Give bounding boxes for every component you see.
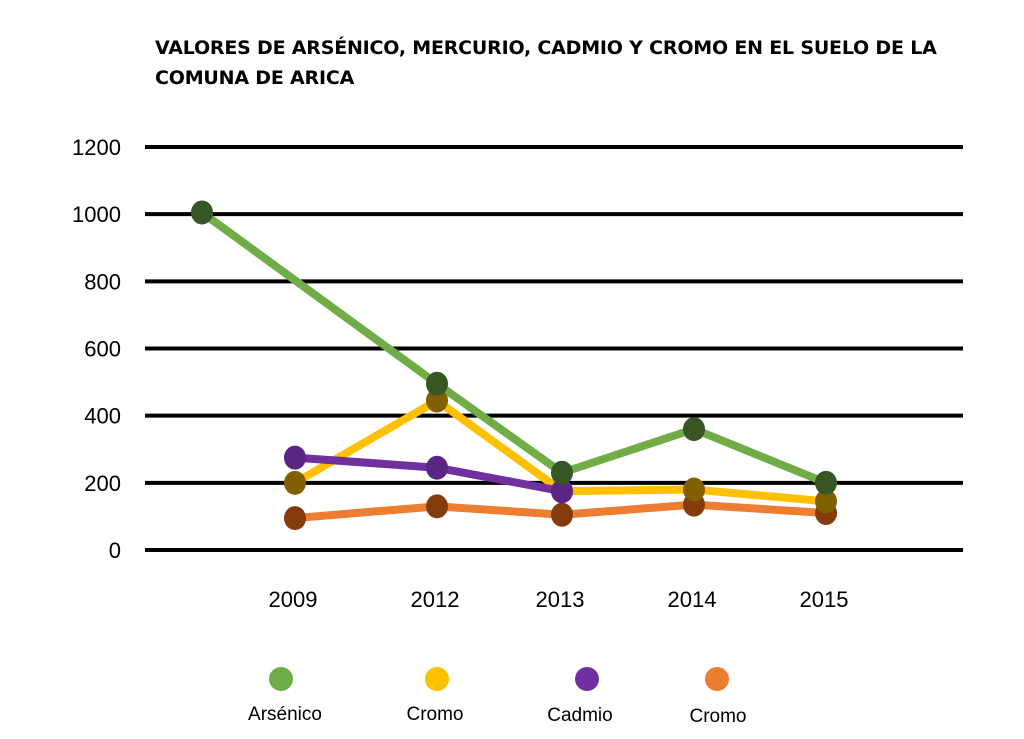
data-point <box>284 445 306 470</box>
legend-swatch <box>425 667 449 691</box>
data-point <box>191 200 213 225</box>
data-point <box>551 479 573 504</box>
data-point <box>426 388 448 413</box>
data-point <box>683 417 705 442</box>
data-point <box>426 371 448 396</box>
data-point <box>426 494 448 519</box>
y-tick-label: 800 <box>84 269 121 294</box>
x-tick-label: 2015 <box>800 587 849 612</box>
chart-title: VALORES DE ARSÉNICO, MERCURIO, CADMIO Y … <box>155 37 937 89</box>
y-tick-label: 600 <box>84 337 121 362</box>
data-point <box>284 506 306 531</box>
data-point <box>284 470 306 495</box>
y-tick-label: 200 <box>84 471 121 496</box>
data-point <box>426 455 448 480</box>
y-tick-label: 1200 <box>72 135 121 160</box>
data-point <box>815 489 837 514</box>
legend-label: Arsénico <box>248 704 322 725</box>
y-tick-label: 1000 <box>72 202 121 227</box>
data-point <box>815 470 837 495</box>
y-tick-label: 400 <box>84 404 121 429</box>
x-axis-tick-labels: 2009 2012 2013 2014 2015 <box>269 587 849 612</box>
y-tick-label: 0 <box>109 538 121 563</box>
x-tick-label: 2012 <box>411 587 460 612</box>
x-tick-label: 2009 <box>269 587 318 612</box>
series-markers <box>191 200 837 531</box>
legend-swatch <box>575 667 599 691</box>
legend-label: Cromo <box>689 706 746 727</box>
legend-label: Cromo <box>406 704 463 725</box>
x-tick-label: 2013 <box>536 587 585 612</box>
legend: Arsénico Cromo Cadmio Cromo <box>248 667 747 727</box>
data-point <box>551 502 573 527</box>
y-axis-tick-labels: 0 200 400 600 800 1000 1200 <box>72 135 121 563</box>
legend-swatch <box>705 667 729 691</box>
data-point <box>683 477 705 502</box>
legend-swatch <box>269 667 293 691</box>
x-tick-label: 2014 <box>668 587 717 612</box>
legend-label: Cadmio <box>547 705 612 726</box>
data-point <box>551 460 573 485</box>
